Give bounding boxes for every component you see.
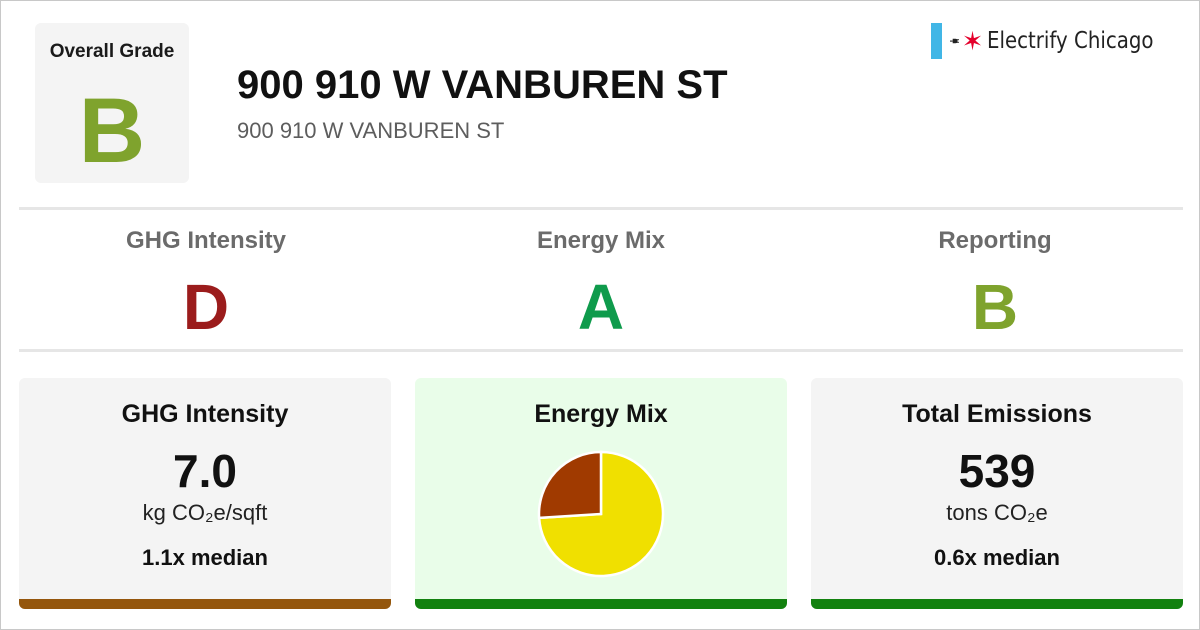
plug-icon (949, 38, 959, 44)
card-status-bar (415, 599, 787, 609)
divider-middle (19, 349, 1183, 352)
building-title: 900 910 W VANBUREN ST (237, 63, 728, 107)
subgrade-energy-mix: Energy Mix A (404, 227, 798, 339)
subgrade-reporting: Reporting B (798, 227, 1192, 339)
ghg-intensity-card: GHG Intensity 7.0 kg CO₂e/sqft 1.1x medi… (19, 378, 391, 609)
divider-top (19, 207, 1183, 210)
chicago-star-icon: ✶ (961, 26, 984, 56)
subgrade-label: Energy Mix (536, 227, 666, 254)
subgrade-letter: B (971, 271, 1019, 343)
ghg-intensity-value: 7.0 (173, 445, 237, 497)
energy-mix-card: Energy Mix (415, 378, 787, 609)
building-address: 900 910 W VANBUREN ST (237, 118, 505, 143)
pie-slice-1 (537, 450, 603, 520)
electrify-chicago-logo[interactable]: ✶ Electrify Chicago (931, 23, 1181, 59)
overall-grade-label: Overall Grade (49, 41, 175, 62)
flag-stripe-icon (931, 23, 942, 59)
ghg-intensity-unit: kg CO₂e/sqft (142, 500, 268, 525)
card-status-bar (811, 599, 1183, 609)
ghg-intensity-median: 1.1x median (142, 545, 268, 570)
logo-text: Electrify Chicago (987, 28, 1154, 54)
total-emissions-card: Total Emissions 539 tons CO₂e 0.6x media… (811, 378, 1183, 609)
card-title: GHG Intensity (121, 400, 289, 428)
subgrade-label: GHG Intensity (125, 227, 287, 254)
energy-mix-pie-chart (537, 450, 665, 578)
total-emissions-unit: tons CO₂e (946, 500, 1048, 525)
subgrade-letter: D (182, 271, 230, 343)
card-status-bar (19, 599, 391, 609)
subgrade-letter: A (577, 271, 625, 343)
total-emissions-value: 539 (958, 445, 1036, 497)
total-emissions-median: 0.6x median (934, 545, 1060, 570)
card-title: Energy Mix (534, 400, 668, 428)
subgrade-ghg-intensity: GHG Intensity D (9, 227, 403, 339)
subgrade-label: Reporting (938, 227, 1052, 254)
card-title: Total Emissions (902, 400, 1092, 428)
overall-grade-letter: B (78, 80, 146, 182)
overall-grade-box: Overall Grade B (35, 23, 189, 183)
